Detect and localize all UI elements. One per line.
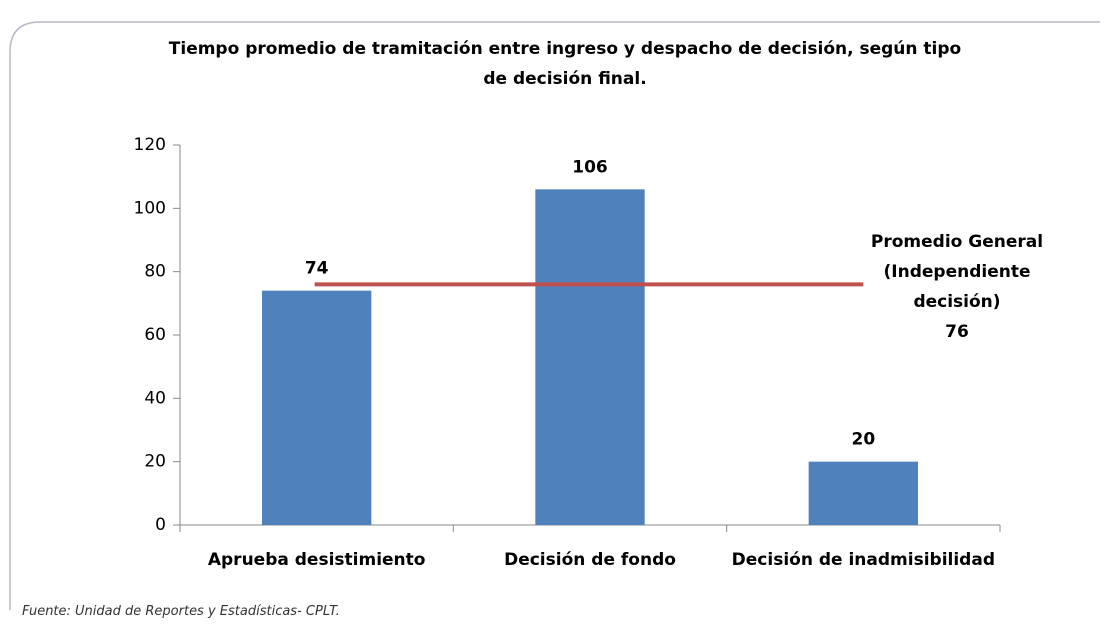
frame — [9, 21, 1100, 610]
data-label: 106 — [572, 157, 608, 177]
reference-label: (Independiente — [884, 262, 1031, 282]
y-tick-label: 80 — [144, 262, 166, 282]
reference-label: decisión) — [913, 292, 1000, 312]
data-label: 20 — [851, 430, 875, 450]
y-tick-label: 120 — [134, 135, 166, 155]
y-tick-label: 20 — [144, 452, 166, 472]
y-tick-label: 100 — [134, 198, 166, 218]
y-tick-label: 60 — [144, 325, 166, 345]
y-tick-label: 40 — [144, 388, 166, 408]
x-tick-label: Decisión de fondo — [504, 550, 676, 570]
reference-value: 76 — [945, 322, 969, 342]
reference-label: Promedio General — [871, 232, 1043, 252]
bar — [262, 290, 372, 525]
chart-title: Tiempo promedio de tramitación entre ing… — [168, 39, 962, 89]
bar — [535, 189, 645, 526]
data-label: 74 — [305, 259, 329, 279]
y-tick-label: 0 — [155, 515, 166, 535]
x-tick-label: Aprueba desistimiento — [208, 550, 426, 570]
source-note: Fuente: Unidad de Reportes y Estadística… — [22, 604, 340, 619]
x-tick-label: Decisión de inadmisibilidad — [732, 550, 995, 570]
bar — [808, 461, 918, 525]
